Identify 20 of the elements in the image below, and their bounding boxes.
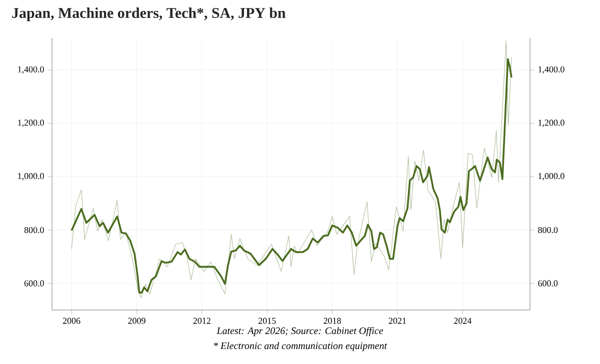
x-tick-label: 2021 [388,318,406,324]
y-tick-label: 800.0 [24,226,44,234]
y-tick-label: 600.0 [24,280,44,286]
y-tick-label: 1,000.0 [18,172,44,180]
x-tick-label: 2015 [258,318,276,324]
y2-tick-label: 1,400.0 [538,66,564,74]
y2-tick-label: 600.0 [538,280,558,286]
y-tick-label: 1,200.0 [18,120,44,127]
text: * Electronic and communication equipment [214,342,388,352]
y-tick-label: 1,400.0 [18,66,44,74]
text: Latest: Apr 2026; Source: Cabinet Office [216,326,384,336]
y2-tick-label: 1,200.0 [538,120,564,127]
x-tick-label: 2024 [454,318,472,324]
y2-tick-label: 1,000.0 [538,172,564,180]
chart-title: Japan, Machine orders, Tech*, SA, JPY bn [12,8,286,22]
x-tick-label: 2009 [128,318,146,324]
x-tick-label: 2006 [62,318,80,324]
x-tick-label: 2012 [193,318,210,324]
x-tick-label: 2018 [324,318,341,324]
y2-tick-label: 800.0 [538,226,558,234]
